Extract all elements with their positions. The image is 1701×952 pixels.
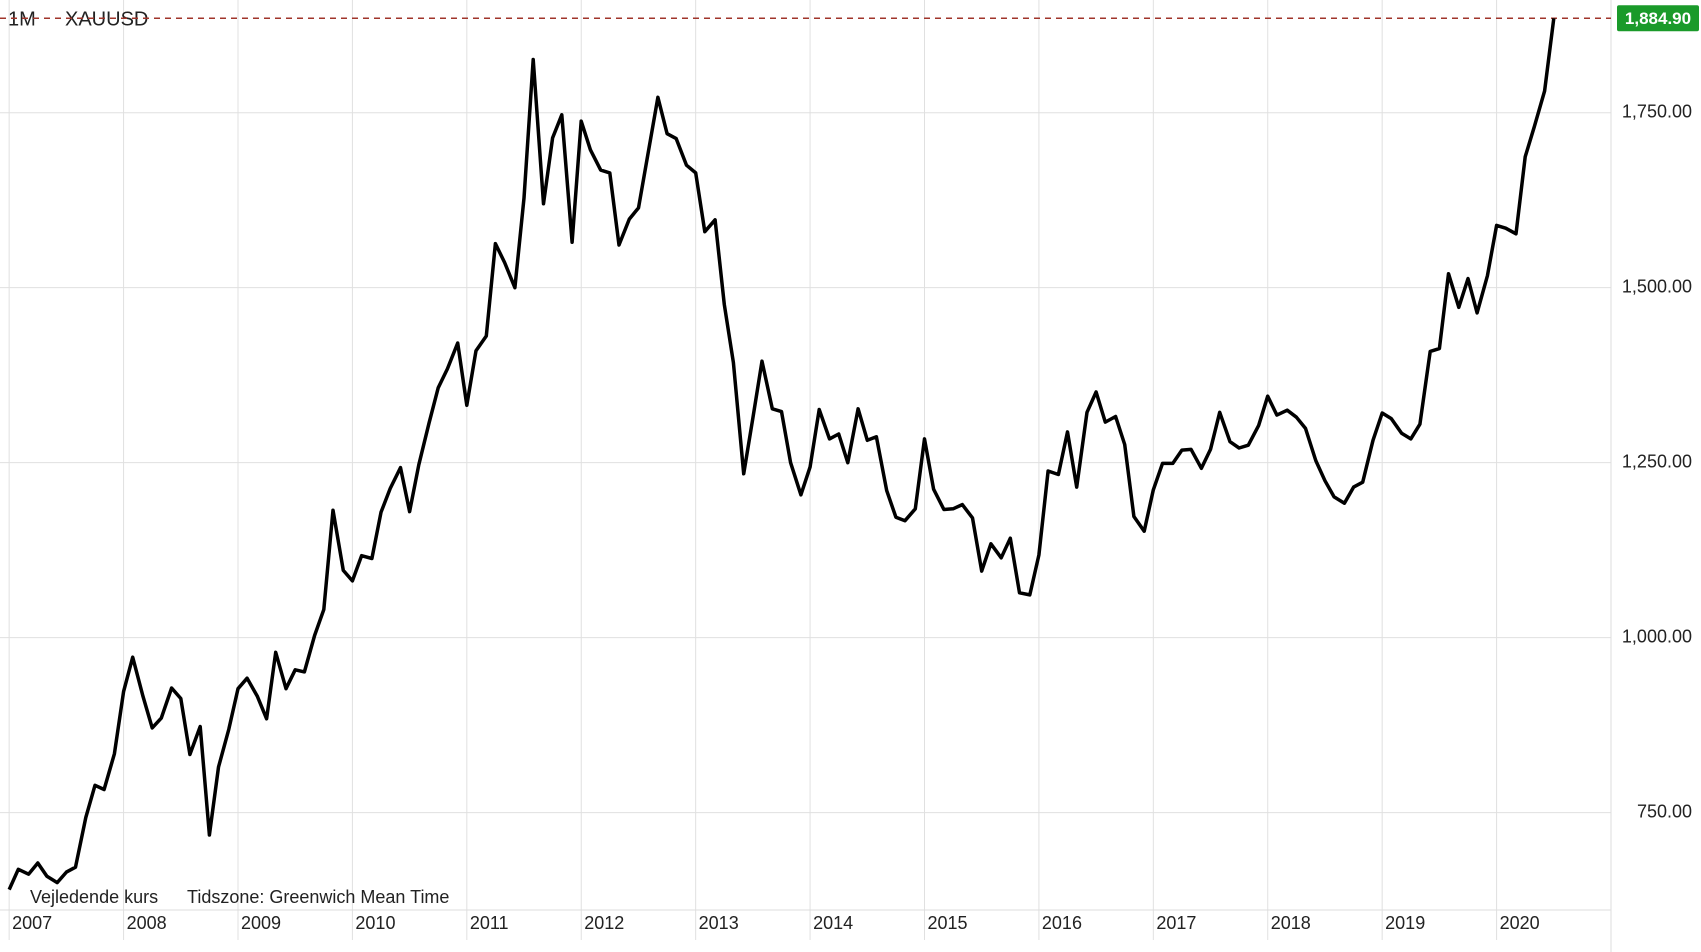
x-tick-label: 2007 bbox=[12, 913, 52, 933]
x-tick-label: 2019 bbox=[1385, 913, 1425, 933]
last-price-tag bbox=[1617, 5, 1699, 32]
last-price-label: 1,884.90 bbox=[1625, 9, 1691, 28]
x-tick-label: 2012 bbox=[584, 913, 624, 933]
x-tick-label: 2010 bbox=[355, 913, 395, 933]
x-tick-label: 2016 bbox=[1042, 913, 1082, 933]
symbol-label: XAUUSD bbox=[65, 8, 148, 30]
note: Vejledende kurs bbox=[30, 887, 158, 907]
y-tick-label: 1,250.00 bbox=[1622, 451, 1692, 471]
x-tick-label: 2013 bbox=[699, 913, 739, 933]
x-tick-label: 2014 bbox=[813, 913, 853, 933]
interval-label: 1M bbox=[8, 8, 36, 30]
x-tick-label: 2009 bbox=[241, 913, 281, 933]
x-tick-label: 2011 bbox=[470, 913, 509, 933]
y-tick-label: 1,000.00 bbox=[1622, 626, 1692, 646]
x-tick-label: 2018 bbox=[1271, 913, 1311, 933]
note: Tidszone: Greenwich Mean Time bbox=[187, 887, 449, 907]
y-tick-label: 1,750.00 bbox=[1622, 101, 1692, 121]
x-tick-label: 2015 bbox=[927, 913, 967, 933]
x-tick-label: 2017 bbox=[1156, 913, 1196, 933]
x-tick-label: 2020 bbox=[1500, 913, 1540, 933]
price-line bbox=[7, 18, 1556, 891]
y-tick-label: 750.00 bbox=[1637, 801, 1692, 821]
x-tick-label: 2008 bbox=[127, 913, 167, 933]
y-tick-label: 1,500.00 bbox=[1622, 276, 1692, 296]
